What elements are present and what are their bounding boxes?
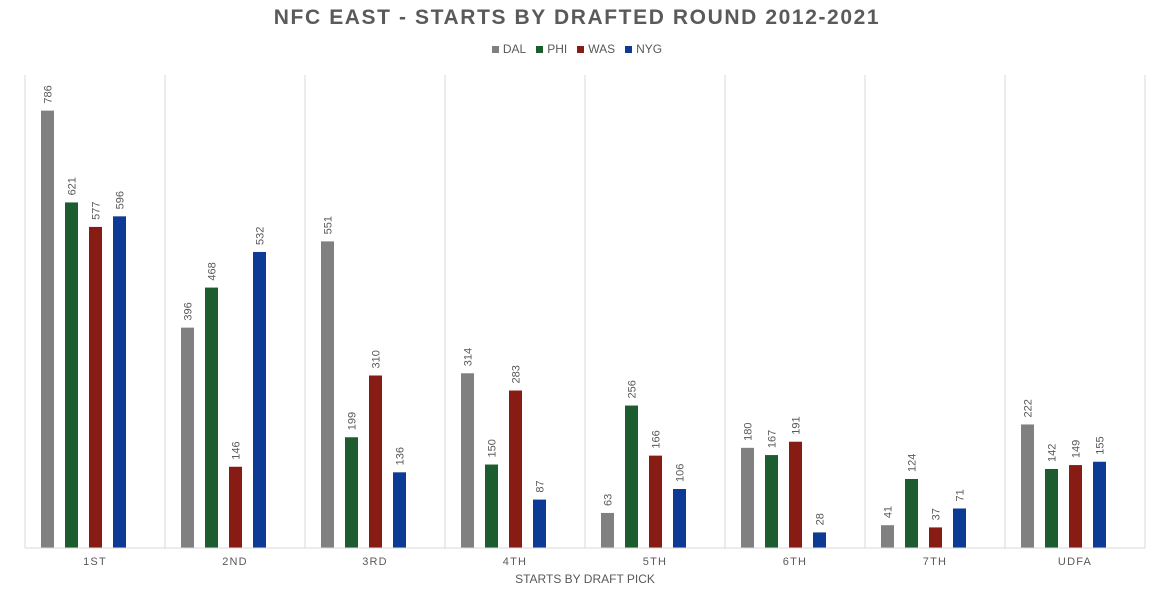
data-label: 71: [955, 489, 967, 501]
data-label: 551: [323, 216, 335, 234]
bar-nyg-5th: [673, 489, 686, 548]
data-label: 142: [1047, 444, 1059, 462]
bar-nyg-4th: [533, 499, 546, 548]
data-label: 150: [487, 439, 499, 457]
data-label: 166: [651, 430, 663, 448]
data-label: 180: [743, 422, 755, 440]
bar-was-7th: [929, 527, 942, 548]
bar-nyg-1st: [113, 216, 126, 548]
legend-item-nyg: NYG: [625, 42, 662, 56]
data-label: 191: [791, 416, 803, 434]
data-label: 621: [67, 177, 79, 195]
bar-dal-7th: [881, 525, 894, 548]
x-axis-title: STARTS BY DRAFT PICK: [515, 572, 655, 586]
bar-nyg-2nd: [253, 251, 266, 548]
data-label: 106: [675, 464, 687, 482]
x-tick-label: 1ST: [83, 556, 107, 568]
data-label: 577: [91, 202, 103, 220]
bar-was-udfa: [1069, 465, 1082, 548]
bar-phi-6th: [765, 455, 778, 548]
data-label: 283: [511, 365, 523, 383]
data-label: 532: [255, 227, 267, 245]
bar-was-5th: [649, 455, 662, 548]
legend-item-dal: DAL: [491, 42, 527, 56]
data-label: 222: [1023, 399, 1035, 417]
bar-nyg-6th: [813, 532, 826, 548]
data-label: 199: [347, 412, 359, 430]
bar-phi-udfa: [1045, 468, 1058, 548]
bar-nyg-3rd: [393, 472, 406, 548]
chart-title: NFC EAST - STARTS BY DRAFTED ROUND 2012-…: [273, 6, 881, 29]
x-tick-label: 5TH: [643, 556, 667, 568]
data-label: 468: [207, 262, 219, 280]
bar-phi-5th: [625, 405, 638, 548]
bar-dal-2nd: [181, 327, 194, 548]
data-label: 87: [535, 480, 547, 492]
data-label: 63: [603, 494, 615, 506]
legend: DAL PHI WAS NYG: [0, 42, 1154, 56]
legend-label: DAL: [502, 42, 527, 56]
bar-phi-3rd: [345, 437, 358, 548]
data-label: 136: [395, 447, 407, 465]
bar-was-3rd: [369, 375, 382, 548]
bar-dal-udfa: [1021, 424, 1034, 548]
legend-label: PHI: [547, 42, 568, 56]
data-label: 149: [1071, 440, 1083, 458]
legend-label: NYG: [636, 42, 663, 56]
x-tick-label: 6TH: [783, 556, 807, 568]
data-label: 146: [231, 441, 243, 459]
data-label: 41: [883, 506, 895, 518]
bar-was-1st: [89, 226, 102, 548]
x-tick-label: 3RD: [362, 556, 388, 568]
data-label: 396: [183, 302, 195, 320]
bar-dal-1st: [41, 110, 54, 548]
bar-nyg-udfa: [1093, 461, 1106, 548]
data-label: 596: [115, 191, 127, 209]
bar-was-6th: [789, 441, 802, 548]
bar-nyg-7th: [953, 508, 966, 548]
bar-phi-4th: [485, 464, 498, 548]
data-label: 37: [931, 508, 943, 520]
x-tick-label: 2ND: [222, 556, 248, 568]
x-tick-label: 7TH: [923, 556, 947, 568]
legend-swatch: [625, 45, 633, 53]
data-label: 124: [907, 454, 919, 472]
legend-swatch: [536, 45, 544, 53]
legend-swatch: [577, 45, 585, 53]
data-label: 314: [463, 348, 475, 366]
bar-phi-2nd: [205, 287, 218, 548]
legend-item-was: WAS: [577, 42, 615, 56]
bar-dal-4th: [461, 373, 474, 548]
bar-dal-6th: [741, 447, 754, 548]
bar-dal-5th: [601, 512, 614, 548]
bar-dal-3rd: [321, 241, 334, 548]
legend-swatch: [491, 45, 499, 53]
legend-item-phi: PHI: [536, 42, 567, 56]
bar-was-4th: [509, 390, 522, 548]
bar-was-2nd: [229, 466, 242, 548]
legend-label: WAS: [588, 42, 616, 56]
x-tick-label: UDFA: [1058, 556, 1092, 568]
bar-phi-1st: [65, 202, 78, 548]
data-label: 310: [371, 350, 383, 368]
bar-phi-7th: [905, 478, 918, 548]
data-label: 28: [815, 513, 827, 525]
data-label: 786: [43, 85, 55, 103]
x-tick-label: 4TH: [503, 556, 527, 568]
data-label: 155: [1095, 436, 1107, 454]
data-label: 167: [767, 430, 779, 448]
data-label: 256: [627, 380, 639, 398]
